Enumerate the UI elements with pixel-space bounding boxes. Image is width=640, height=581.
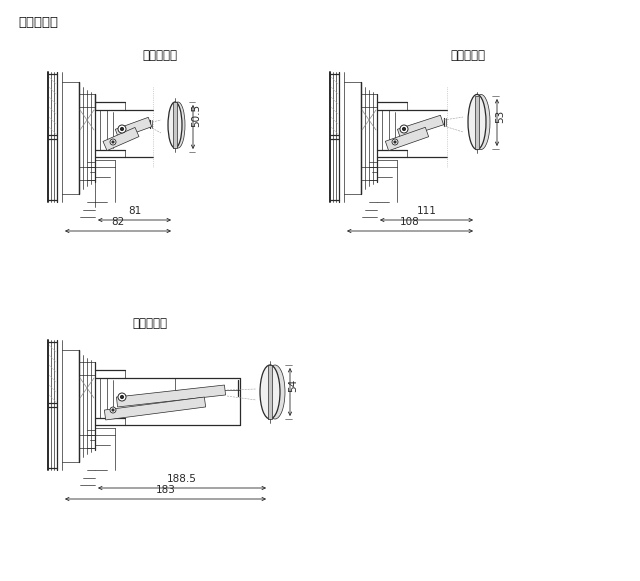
Text: 188.5: 188.5 (167, 474, 197, 484)
Text: 82: 82 (111, 217, 125, 227)
Circle shape (112, 409, 114, 411)
Circle shape (118, 125, 126, 133)
Polygon shape (104, 397, 205, 420)
Text: 183: 183 (156, 485, 175, 495)
Circle shape (118, 393, 126, 401)
Text: 滑車納まり: 滑車納まり (18, 16, 58, 29)
Text: 111: 111 (417, 206, 436, 216)
Ellipse shape (171, 102, 185, 148)
Circle shape (112, 141, 114, 143)
Circle shape (120, 396, 124, 399)
Bar (475, 95, 479, 149)
Circle shape (394, 141, 396, 143)
Text: 滑車（中）: 滑車（中） (451, 49, 486, 62)
Text: 108: 108 (400, 217, 420, 227)
Ellipse shape (472, 95, 490, 149)
Circle shape (120, 127, 124, 131)
Ellipse shape (468, 95, 486, 149)
Text: 53: 53 (495, 109, 505, 123)
Text: 81: 81 (128, 206, 141, 216)
Circle shape (110, 407, 116, 413)
Polygon shape (103, 127, 139, 150)
Text: 滑車（小）: 滑車（小） (143, 49, 177, 62)
Polygon shape (116, 385, 225, 407)
Bar (173, 102, 177, 148)
Circle shape (403, 127, 406, 131)
Circle shape (392, 139, 398, 145)
Text: 54: 54 (288, 379, 298, 392)
Text: 50.5: 50.5 (191, 104, 201, 127)
Text: 滑車（大）: 滑車（大） (132, 317, 168, 330)
Ellipse shape (260, 365, 280, 419)
Polygon shape (115, 117, 152, 139)
Bar (268, 365, 272, 419)
Circle shape (110, 139, 116, 145)
Polygon shape (385, 127, 429, 150)
Ellipse shape (265, 365, 285, 419)
Circle shape (400, 125, 408, 133)
Ellipse shape (168, 102, 182, 148)
Polygon shape (397, 115, 444, 139)
